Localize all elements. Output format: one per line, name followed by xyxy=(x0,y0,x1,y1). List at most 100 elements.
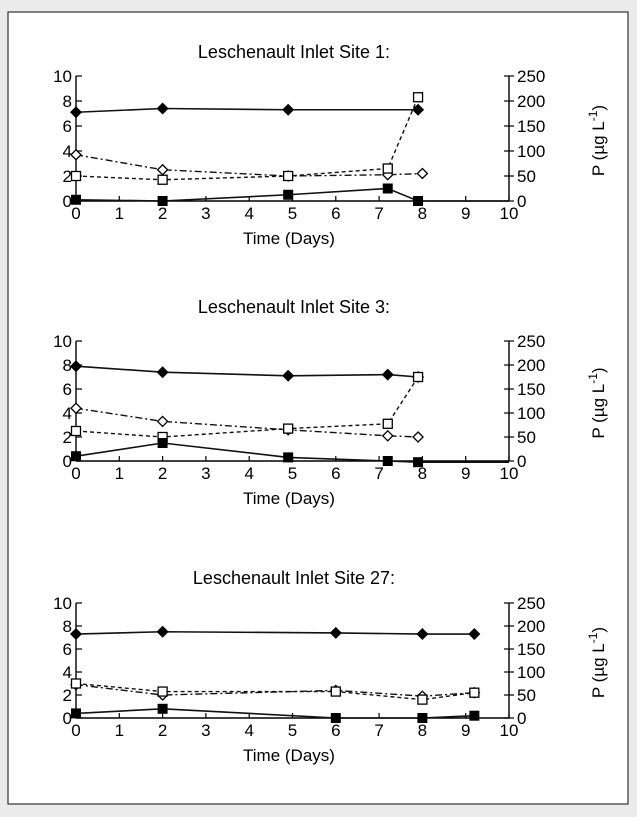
charts-container: Leschenault Inlet Site 1:0 1 2 3 4 5 6 7 8 9 10024… xyxy=(53,42,608,765)
y-right-tick-label: 50 xyxy=(517,428,536,447)
y-right-tick-label: 0 xyxy=(517,192,526,211)
series-4-marker xyxy=(413,457,424,468)
series-4-marker xyxy=(469,710,480,721)
y-left-tick-label: 4 xyxy=(63,663,72,682)
series-1-marker xyxy=(70,106,82,119)
chart-3: Leschenault Inlet Site 27:0 1 2 3 4 5 6 7 8 9 1002… xyxy=(53,568,608,765)
x-axis-label: Time (Days) xyxy=(243,489,335,508)
series-3-marker xyxy=(70,425,82,437)
series-1-marker xyxy=(416,628,429,641)
series-3-marker xyxy=(417,694,428,705)
y-right-axis-label-close: ) xyxy=(589,367,608,373)
series-3-marker xyxy=(283,423,294,434)
series-3-marker xyxy=(382,163,393,174)
series-4-line xyxy=(75,187,509,202)
series-1-marker xyxy=(329,626,342,639)
x-tick-label: 10 xyxy=(500,464,519,483)
y-left-tick-label: 0 xyxy=(63,192,72,211)
y-right-tick-label: 50 xyxy=(517,686,536,705)
series-4-marker xyxy=(283,452,294,463)
x-tick-label: 0 xyxy=(71,204,80,223)
x-tick-label: 8 xyxy=(418,721,427,740)
y-right-axis-label: P (µg L-1) xyxy=(586,367,608,438)
x-tick-label: 1 xyxy=(115,721,124,740)
series-1-marker xyxy=(70,628,82,641)
y-left-tick-label: 0 xyxy=(63,452,72,471)
y-right-tick-label: 50 xyxy=(517,167,536,186)
series-1-marker xyxy=(156,625,169,638)
series-4-line xyxy=(75,442,509,464)
series-4-marker xyxy=(71,708,81,719)
y-right-tick-label: 250 xyxy=(517,67,545,86)
series-4-marker xyxy=(157,703,168,714)
chart-2: Leschenault Inlet Site 3:0 1 2 3 4 5 6 7 8 9 10024… xyxy=(53,297,608,508)
series-3-marker xyxy=(469,687,480,698)
series-3-marker xyxy=(412,92,424,103)
x-tick-label: 10 xyxy=(500,204,519,223)
x-tick-label: 3 xyxy=(201,721,210,740)
y-right-tick-label: 200 xyxy=(517,617,545,636)
x-tick-label: 6 xyxy=(331,204,340,223)
x-axis-label: Time (Days) xyxy=(243,746,335,765)
y-left-tick-label: 8 xyxy=(63,92,72,111)
x-tick-label: 7 xyxy=(374,204,383,223)
series-1-marker xyxy=(282,369,295,382)
y-right-axis-label: P (µg L-1) xyxy=(586,627,608,698)
series-4-marker xyxy=(417,713,428,723)
x-tick-label: 6 xyxy=(331,721,340,740)
series-1-marker xyxy=(70,360,82,373)
y-right-axis-label-main: P (µg L xyxy=(589,643,608,698)
x-tick-label: 2 xyxy=(158,204,167,223)
y-left-tick-label: 10 xyxy=(53,67,72,86)
x-tick-label: 4 xyxy=(244,204,253,223)
y-right-tick-label: 0 xyxy=(517,452,526,471)
x-axis-label: Time (Days) xyxy=(243,229,335,248)
y-right-axis-label: P (µg L-1) xyxy=(586,105,608,176)
series-3-marker xyxy=(412,371,424,383)
y-left-tick-label: 10 xyxy=(53,332,72,351)
chart-title: Leschenault Inlet Site 27: xyxy=(193,568,395,588)
series-4-marker xyxy=(330,713,341,723)
series-3-marker xyxy=(157,174,168,185)
series-1-marker xyxy=(156,102,169,115)
series-1-marker xyxy=(412,103,425,116)
x-tick-label: 3 xyxy=(201,204,210,223)
x-tick-label: 8 xyxy=(418,204,427,223)
y-right-axis-label-superscript: -1 xyxy=(586,110,600,121)
x-tick-label: 1 xyxy=(115,464,124,483)
series-3-marker xyxy=(330,686,341,697)
y-right-axis-label-main: P (µg L xyxy=(589,384,608,439)
series-3-marker xyxy=(70,170,82,182)
series-3-marker xyxy=(157,686,168,697)
y-left-tick-label: 6 xyxy=(63,380,72,399)
y-right-tick-label: 150 xyxy=(517,380,545,399)
series-4-marker xyxy=(382,183,393,194)
y-right-tick-label: 200 xyxy=(517,92,545,111)
series-2-marker xyxy=(381,429,394,442)
series-2-marker xyxy=(412,431,424,443)
y-right-tick-label: 100 xyxy=(517,142,545,161)
series-1-marker xyxy=(282,103,295,116)
series-1-line xyxy=(75,107,419,114)
x-tick-label: 2 xyxy=(158,721,167,740)
x-tick-label: 10 xyxy=(500,721,519,740)
y-right-axis-label-close: ) xyxy=(589,627,608,633)
series-3-marker xyxy=(70,678,82,689)
series-1-marker xyxy=(156,366,169,379)
series-1-marker xyxy=(468,628,481,641)
y-right-tick-label: 250 xyxy=(517,332,545,351)
x-tick-label: 7 xyxy=(374,721,383,740)
series-4-marker xyxy=(71,194,81,205)
series-4-marker xyxy=(413,196,424,206)
series-2-marker xyxy=(416,167,429,180)
y-left-tick-label: 10 xyxy=(53,594,72,613)
x-tick-label: 6 xyxy=(331,464,340,483)
y-right-tick-label: 0 xyxy=(517,709,526,728)
y-right-tick-label: 200 xyxy=(517,356,545,375)
series-3-marker xyxy=(382,418,393,429)
series-4-marker xyxy=(283,189,294,200)
series-1-marker xyxy=(381,368,394,381)
chart-title: Leschenault Inlet Site 3: xyxy=(198,297,390,317)
y-right-axis-label-superscript: -1 xyxy=(586,373,600,384)
